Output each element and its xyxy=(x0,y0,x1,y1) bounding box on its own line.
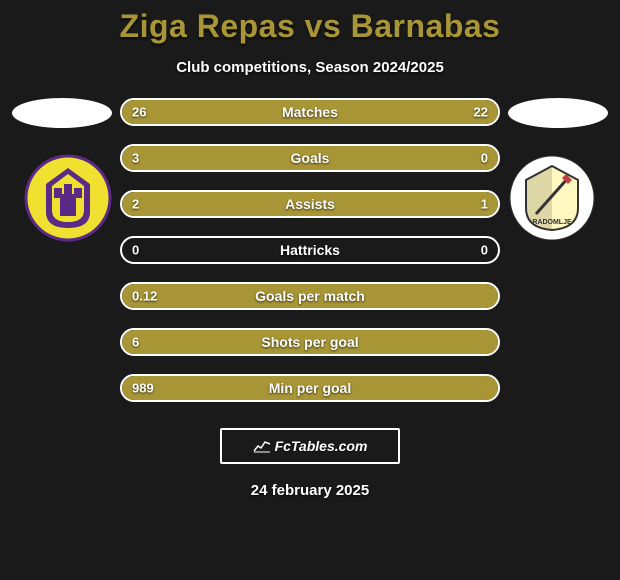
brand-link[interactable]: FcTables.com xyxy=(220,428,400,464)
stat-label: Goals per match xyxy=(255,288,365,304)
stat-row: 2 1 Assists xyxy=(120,190,500,218)
page-title: Ziga Repas vs Barnabas xyxy=(120,8,501,45)
main-area: RADOMLJE 26 22 Matches 3 0 Goals 2 1 Assists 0 0 Ha… xyxy=(0,98,620,402)
stat-label: Shots per goal xyxy=(261,334,358,350)
brand-text: FcTables.com xyxy=(275,438,368,454)
stat-row: 0.12 Goals per match xyxy=(120,282,500,310)
stat-label: Matches xyxy=(282,104,338,120)
maribor-crest-icon xyxy=(24,154,112,242)
season-subtitle: Club competitions, Season 2024/2025 xyxy=(176,59,444,76)
player-photo-right xyxy=(508,98,608,128)
stat-bar-right xyxy=(374,192,498,216)
stats-list: 26 22 Matches 3 0 Goals 2 1 Assists 0 0 Hattricks 0.… xyxy=(120,98,500,402)
stat-value-left: 2 xyxy=(132,197,139,212)
stat-value-left: 3 xyxy=(132,151,139,166)
stat-value-left: 0 xyxy=(132,243,139,258)
stat-row: 3 0 Goals xyxy=(120,144,500,172)
stat-bar-right xyxy=(325,100,498,124)
stat-value-right: 1 xyxy=(481,197,488,212)
stat-value-right: 22 xyxy=(474,105,488,120)
club-crest-right: RADOMLJE xyxy=(508,154,596,242)
radomlje-crest-icon: RADOMLJE xyxy=(508,154,596,242)
stat-value-left: 989 xyxy=(132,381,154,396)
player-photo-left xyxy=(12,98,112,128)
stat-label: Hattricks xyxy=(280,242,340,258)
comparison-date: 24 february 2025 xyxy=(251,482,369,499)
stat-label: Goals xyxy=(291,150,330,166)
stat-bar-left xyxy=(122,192,374,216)
comparison-card: Ziga Repas vs Barnabas Club competitions… xyxy=(0,0,620,580)
stat-value-right: 0 xyxy=(481,243,488,258)
stat-row: 6 Shots per goal xyxy=(120,328,500,356)
stat-row: 989 Min per goal xyxy=(120,374,500,402)
stat-value-left: 0.12 xyxy=(132,289,157,304)
stat-row: 26 22 Matches xyxy=(120,98,500,126)
stat-row: 0 0 Hattricks xyxy=(120,236,500,264)
svg-text:RADOMLJE: RADOMLJE xyxy=(532,219,572,226)
stat-value-left: 6 xyxy=(132,335,139,350)
chart-line-icon xyxy=(253,439,271,453)
stat-label: Assists xyxy=(285,196,335,212)
stat-value-left: 26 xyxy=(132,105,146,120)
stat-label: Min per goal xyxy=(269,380,351,396)
club-crest-left xyxy=(24,154,112,242)
stat-value-right: 0 xyxy=(481,151,488,166)
